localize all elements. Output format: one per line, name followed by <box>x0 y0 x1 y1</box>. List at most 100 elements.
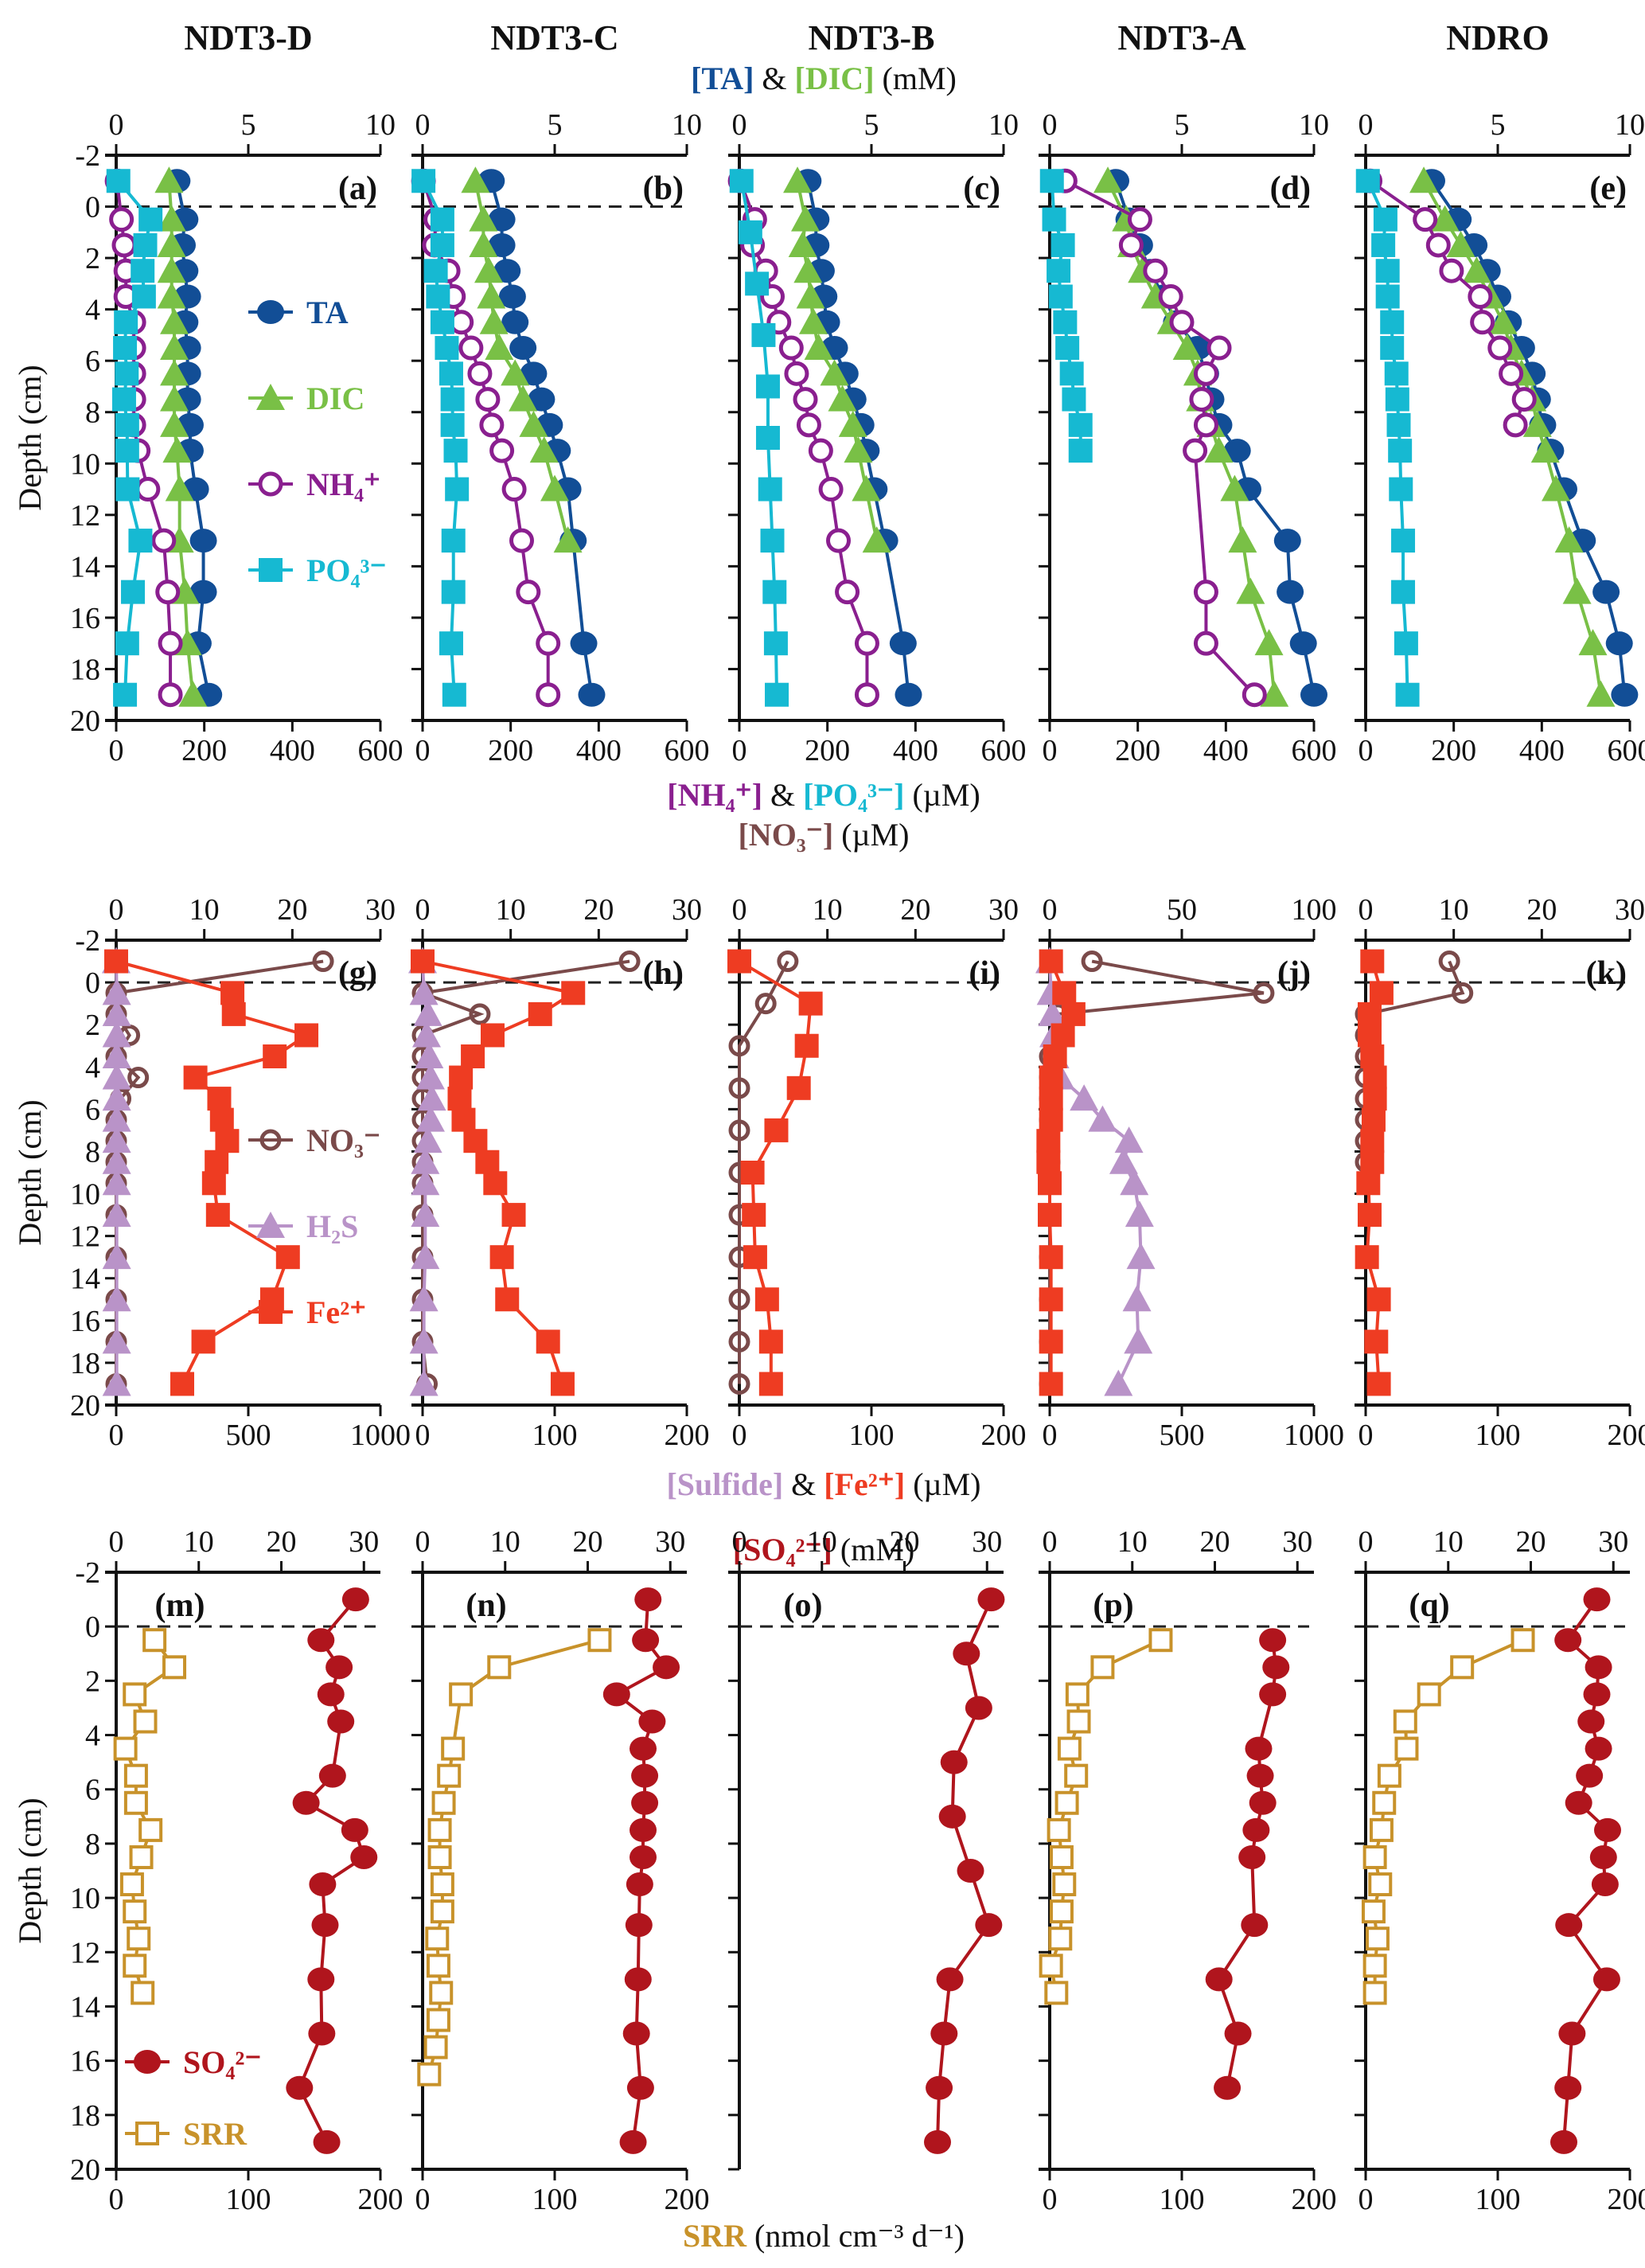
bottom-tick-label: 200 <box>1608 1419 1645 1452</box>
depth-tick-label: 16 <box>70 1305 100 1338</box>
data-point-so4 <box>1249 1790 1277 1815</box>
data-point-po4 <box>1048 284 1073 309</box>
data-point-po4 <box>1391 529 1416 553</box>
data-point-po4 <box>1371 232 1396 257</box>
data-point-fe <box>1061 1001 1086 1026</box>
data-point-srr <box>142 1628 167 1653</box>
top-tick-label: 20 <box>583 893 614 927</box>
data-point-nh4 <box>1470 310 1495 335</box>
data-point-dic <box>469 230 498 257</box>
depth-tick-label: 6 <box>85 1093 100 1126</box>
data-point-po4 <box>114 310 138 334</box>
data-point-nh4 <box>135 477 161 502</box>
data-point-ta <box>189 529 217 553</box>
data-point-srr <box>449 1682 474 1707</box>
panel-g: 0 10 20 30 -2 0 2 4 6 8 10 12 14 16 18 20 Depth (cm) 0 500… <box>12 893 411 1452</box>
data-point-so4 <box>308 2021 336 2046</box>
data-point-dic <box>793 256 823 283</box>
data-point-no3 <box>1081 951 1103 973</box>
data-point-srr <box>1048 1926 1073 1951</box>
data-point-fe <box>483 1171 508 1196</box>
data-point-ta <box>501 310 529 334</box>
data-point-dic <box>852 474 881 502</box>
depth-tick-label: 4 <box>85 294 100 327</box>
data-point-fe <box>1039 1087 1063 1111</box>
depth-tick-label: 12 <box>70 499 100 533</box>
depth-tick-label: 0 <box>85 191 100 224</box>
depth-tick-label: 16 <box>70 2045 100 2079</box>
bottom-tick-label: 100 <box>1475 1419 1521 1452</box>
top-tick-label: 5 <box>1175 108 1190 142</box>
depth-tick-label: 12 <box>70 1936 100 1969</box>
top-tick-label: 10 <box>1433 1525 1464 1559</box>
data-point-fe <box>1039 1287 1063 1312</box>
bottom-tick-label: 600 <box>1608 734 1645 767</box>
data-point-fe <box>798 991 823 1016</box>
legend-marker-fe <box>259 1300 283 1324</box>
data-point-so4 <box>1591 1872 1619 1897</box>
data-point-nh4 <box>784 361 809 386</box>
axis-title-part: (mM) <box>832 1532 914 1567</box>
data-point-h2s <box>102 1147 131 1174</box>
data-point-po4 <box>111 387 136 412</box>
bottom-tick-label: 0 <box>109 2183 124 2216</box>
data-point-nh4 <box>489 438 515 463</box>
data-point-fe <box>1356 1171 1381 1196</box>
series-line-dic <box>1106 180 1277 695</box>
data-point-h2s <box>102 1369 131 1396</box>
data-point-so4 <box>292 1790 320 1815</box>
data-point-dic <box>1254 629 1284 656</box>
data-point-dic <box>1236 577 1265 604</box>
data-point-dic <box>1530 436 1560 463</box>
data-point-so4 <box>622 2021 650 2046</box>
bottom-tick-label: 100 <box>226 2183 271 2216</box>
data-point-srr <box>1393 1709 1417 1734</box>
legend-marker-dic <box>256 384 285 410</box>
series-line-po4 <box>422 180 459 695</box>
data-point-po4 <box>430 310 454 334</box>
top-tick-label: 20 <box>1516 1525 1546 1559</box>
data-point-po4 <box>1380 310 1405 334</box>
data-point-nh4 <box>475 387 501 412</box>
data-point-fe <box>263 1044 287 1068</box>
data-point-srr <box>127 1926 151 1951</box>
top-tick-label: 30 <box>672 893 702 927</box>
data-point-fe <box>209 1107 234 1132</box>
top-tick-label: 0 <box>415 108 431 142</box>
data-point-srr <box>1044 1981 1069 2005</box>
data-point-so4 <box>619 2129 647 2154</box>
data-point-po4 <box>1055 336 1080 361</box>
data-point-po4 <box>751 322 776 347</box>
data-point-po4 <box>1380 336 1405 361</box>
data-point-h2s <box>102 1169 131 1196</box>
depth-tick-label: 20 <box>70 2153 100 2187</box>
data-point-so4 <box>977 1587 1005 1612</box>
top-tick-label: 30 <box>365 893 396 927</box>
axis-title-part: (µM) <box>905 1466 980 1502</box>
depth-tick-label: 20 <box>70 705 100 738</box>
depth-tick-label: 18 <box>70 1347 100 1380</box>
data-point-so4 <box>307 1628 335 1653</box>
depth-tick-label: 0 <box>85 1610 100 1644</box>
data-point-srr <box>417 2062 442 2086</box>
data-point-srr <box>123 1763 148 1788</box>
series-line-nh4 <box>422 180 550 695</box>
data-point-po4 <box>115 631 139 656</box>
data-point-no3 <box>469 1003 491 1025</box>
bottom-tick-label: 200 <box>1431 734 1476 767</box>
data-point-so4 <box>311 1913 339 1938</box>
data-point-so4 <box>1205 1967 1233 1992</box>
top-tick-label: 10 <box>1615 108 1645 142</box>
data-point-nh4 <box>1242 682 1267 708</box>
series-line-srr <box>427 1638 600 2075</box>
data-point-srr <box>1377 1763 1401 1788</box>
series-line-ta <box>175 180 211 696</box>
data-point-po4 <box>1391 580 1416 604</box>
data-point-srr <box>437 1763 462 1788</box>
data-point-fe <box>1039 1329 1063 1354</box>
data-point-fe <box>1038 1171 1062 1196</box>
data-point-so4 <box>1224 2021 1252 2046</box>
data-point-nh4 <box>818 477 844 502</box>
data-point-fe <box>1366 1287 1391 1312</box>
data-point-ta <box>1289 631 1317 656</box>
